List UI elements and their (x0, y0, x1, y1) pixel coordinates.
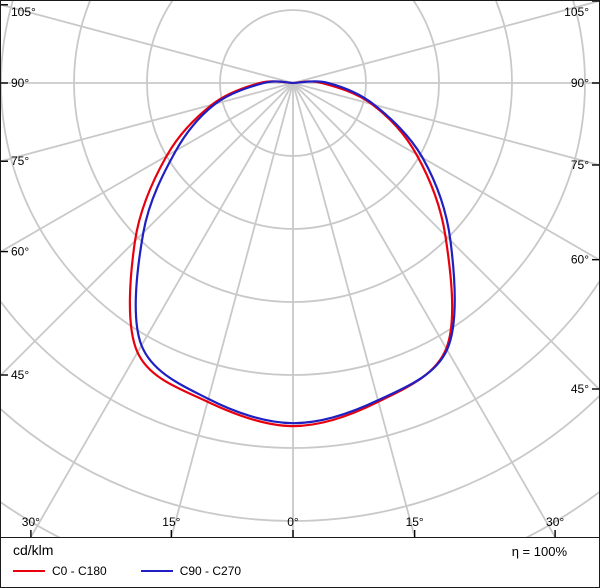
svg-text:60°: 60° (11, 245, 29, 259)
svg-text:75°: 75° (11, 154, 29, 168)
polar-plot-area: 105° 90° 75° 60° 45° 30° 15° 0° 15° 30° 45° 60° 75° 9… (1, 1, 599, 538)
svg-text:45°: 45° (571, 382, 589, 396)
svg-text:15°: 15° (162, 515, 180, 529)
svg-text:105°: 105° (11, 5, 36, 19)
legend: cd/klm η = 100% C0 - C180 C90 - C270 (1, 539, 599, 587)
legend-item-c90-c270: C90 - C270 (140, 564, 242, 578)
svg-text:0°: 0° (287, 515, 299, 529)
polar-chart: 105° 90° 75° 60° 45° 30° 15° 0° 15° 30° 45° 60° 75° 9… (1, 1, 599, 537)
svg-text:60°: 60° (571, 253, 589, 267)
legend-items: C0 - C180 C90 - C270 (13, 564, 275, 578)
legend-label-c90-c270: C90 - C270 (179, 564, 242, 578)
svg-text:105°: 105° (564, 5, 589, 19)
units-label: cd/klm (13, 542, 54, 558)
efficiency-label: η = 100% (511, 544, 567, 559)
c0-c180-line-swatch (13, 570, 45, 572)
svg-text:30°: 30° (22, 515, 40, 529)
svg-text:15°: 15° (406, 515, 424, 529)
svg-text:90°: 90° (11, 76, 29, 90)
svg-text:75°: 75° (571, 158, 589, 172)
svg-text:90°: 90° (571, 76, 589, 90)
svg-text:45°: 45° (11, 368, 29, 382)
svg-text:30°: 30° (546, 515, 564, 529)
legend-label-c0-c180: C0 - C180 (52, 564, 107, 578)
c90-c270-line-swatch (140, 570, 173, 572)
legend-item-c0-c180: C0 - C180 (13, 564, 107, 578)
